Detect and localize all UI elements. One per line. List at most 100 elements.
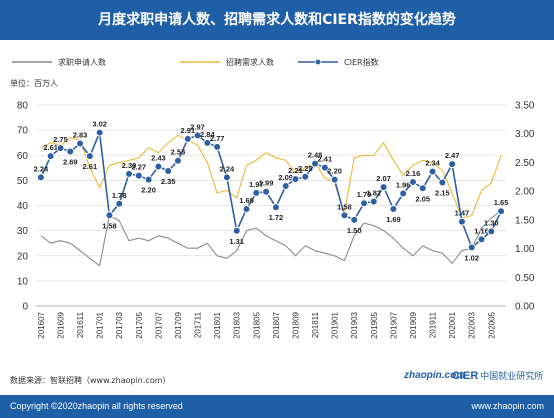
- cier-point: [379, 183, 388, 192]
- y-right-tick: 3.00: [515, 129, 535, 140]
- cier-point: [418, 184, 427, 193]
- cier-point: [399, 189, 408, 198]
- cier-data-label: 1.58: [102, 221, 117, 230]
- cier-point: [448, 160, 457, 169]
- cier-data-label: 2.91: [180, 126, 195, 135]
- cier-data-label: 1.99: [259, 179, 274, 188]
- cier-data-label: 1.30: [484, 218, 499, 227]
- cier-point: [232, 226, 241, 235]
- cier-point: [389, 204, 398, 213]
- cier-data-label: 1.78: [112, 191, 127, 200]
- cier-point: [134, 171, 143, 180]
- cier-point: [222, 173, 231, 182]
- copyright: Copyright ©2020zhaopin all rights reserv…: [10, 401, 183, 411]
- y-right-tick: 0.00: [515, 302, 535, 313]
- series-line-applicants: [40, 210, 502, 267]
- cier-point: [428, 167, 437, 176]
- cier-data-label: 1.16: [474, 226, 489, 235]
- x-tick-label: 201803: [233, 311, 242, 338]
- cier-data-label: 2.20: [327, 167, 342, 176]
- cier-data-label: 2.61: [43, 143, 58, 152]
- x-tick-label: 201705: [135, 311, 144, 338]
- cier-data-label: 1.72: [269, 213, 284, 222]
- cier-data-label: 1.79: [357, 190, 372, 199]
- cier-data-label: 1.47: [455, 209, 470, 218]
- cier-data-label: 2.27: [132, 163, 147, 172]
- y-right-tick: 2.50: [515, 158, 535, 169]
- cier-point: [340, 211, 349, 220]
- cier-point: [242, 204, 251, 213]
- cier-data-label: 2.25: [298, 164, 313, 173]
- cier-point: [144, 175, 153, 184]
- cier-data-label: 1.50: [347, 226, 362, 235]
- cier-point: [76, 139, 85, 148]
- cier-point: [320, 163, 329, 172]
- website: www.zhaopin.com: [471, 401, 544, 411]
- cier-data-label: 1.69: [239, 196, 254, 205]
- footer-band: Copyright ©2020zhaopin all rights reserv…: [0, 395, 554, 418]
- cier-point: [408, 177, 417, 186]
- cier-point: [105, 211, 114, 220]
- x-tick-label: 201703: [115, 311, 124, 338]
- x-tick-label: 201611: [76, 311, 85, 338]
- y-left-tick: 0: [22, 302, 28, 313]
- cier-point: [438, 178, 447, 187]
- cier-data-label: 1.65: [494, 198, 509, 207]
- cier-point: [115, 199, 124, 208]
- series-line-demand: [40, 134, 502, 219]
- cier-data-label: 2.83: [73, 130, 88, 139]
- y-right-tick: 3.50: [515, 101, 535, 112]
- cier-data-label: 1.58: [337, 202, 352, 211]
- x-tick-label: 201609: [56, 311, 65, 338]
- cier-data-label: 1.31: [229, 237, 244, 246]
- y-left-tick: 20: [17, 251, 29, 262]
- cier-data-label: 2.97: [190, 122, 205, 131]
- cier-data-label: 2.30: [122, 161, 137, 170]
- cier-data-label: 2.24: [220, 164, 235, 173]
- cier-data-label: 2.20: [141, 186, 156, 195]
- cier-point: [350, 215, 359, 224]
- x-tick-label: 201701: [96, 311, 105, 338]
- x-tick-label: 201811: [311, 311, 320, 338]
- cier-point: [164, 167, 173, 176]
- cier-data-label: 2.41: [318, 155, 333, 164]
- y-right-tick: 2.00: [515, 187, 535, 198]
- y-right-tick: 1.00: [515, 244, 535, 255]
- y-left-tick: 50: [17, 176, 29, 187]
- cier-data-label: 2.05: [415, 194, 430, 203]
- cier-point: [360, 199, 369, 208]
- cier-point: [477, 235, 486, 244]
- x-tick-label: 201905: [370, 311, 379, 338]
- cier-point: [46, 152, 55, 161]
- cier-data-label: 1.96: [396, 180, 411, 189]
- cier-point: [281, 181, 290, 190]
- cier-point: [497, 207, 506, 216]
- data-source: 数据来源：智联招聘（www.zhaopin.com）: [10, 376, 171, 385]
- x-tick-label: 201807: [272, 311, 281, 338]
- y-right-tick: 0.50: [515, 273, 535, 284]
- y-left-tick: 80: [17, 101, 29, 112]
- legend-label-2: CIER指数: [344, 57, 379, 67]
- cier-data-label: 1.69: [386, 215, 401, 224]
- cier-data-label: 2.34: [425, 159, 440, 168]
- x-tick-label: 202003: [468, 311, 477, 338]
- zhaopin-logo: zhaopin.com: [404, 370, 466, 381]
- y-left-tick: 30: [17, 226, 29, 237]
- x-tick-label: 201901: [331, 311, 340, 338]
- x-tick-label: 201909: [409, 311, 418, 338]
- cier-point: [36, 173, 45, 182]
- cier-point: [487, 227, 496, 236]
- cier-point: [467, 243, 476, 252]
- title-bar: 月度求职申请人数、招聘需求人数和CIER指数的变化趋势: [0, 0, 554, 40]
- x-tick-label: 201903: [350, 311, 359, 338]
- y-left-tick: 10: [17, 276, 29, 287]
- cier-data-label: 2.35: [161, 177, 176, 186]
- cier-point: [95, 128, 104, 137]
- cier-point: [252, 188, 261, 197]
- cier-data-label: 1.02: [464, 253, 479, 262]
- cier-data-label: 2.61: [83, 162, 98, 171]
- x-tick-label: 201709: [174, 311, 183, 338]
- x-tick-label: 202005: [487, 311, 496, 338]
- cier-point: [330, 175, 339, 184]
